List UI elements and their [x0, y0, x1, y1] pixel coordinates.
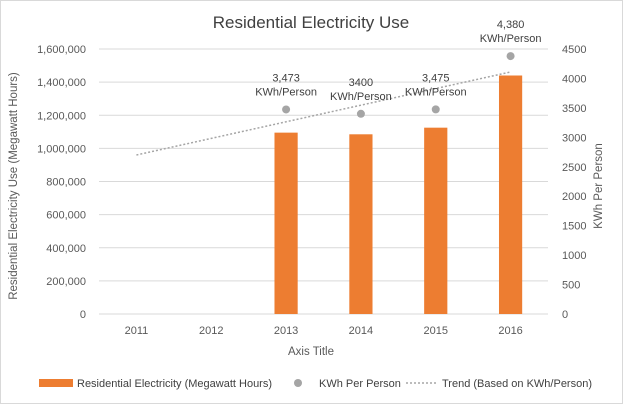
data-label-unit: KWh/Person — [480, 33, 542, 45]
right-tick-label: 2000 — [562, 191, 586, 203]
x-tick-label: 2015 — [424, 325, 448, 337]
bar — [498, 75, 523, 314]
x-tick-label: 2013 — [274, 325, 298, 337]
right-tick-label: 1000 — [562, 250, 586, 262]
scatter-point — [356, 109, 365, 118]
x-tick-label: 2012 — [199, 325, 223, 337]
scatter-point — [282, 105, 291, 114]
legend-label-scatter: KWh Per Person — [319, 378, 401, 390]
scatter-point — [431, 105, 440, 114]
right-tick-label: 500 — [562, 280, 580, 292]
scatter-point — [506, 52, 515, 61]
left-axis-title: Residential Electricity Use (Megawatt Ho… — [8, 72, 20, 300]
right-tick-label: 3000 — [562, 132, 586, 144]
right-tick-label: 4500 — [562, 44, 586, 56]
right-tick-label: 2500 — [562, 162, 586, 174]
bar — [349, 134, 373, 314]
x-axis-ticks: 2011 2012 2013 2014 2015 2016 — [125, 325, 523, 337]
data-label-unit: KWh/Person — [255, 86, 317, 98]
right-tick-label: 3500 — [562, 103, 586, 115]
data-label-value: 3400 — [349, 77, 373, 89]
bar-series — [274, 75, 523, 314]
left-tick-label: 800,000 — [46, 177, 86, 189]
left-tick-label: 1,000,000 — [37, 143, 86, 155]
x-axis-title: Axis Title — [288, 346, 334, 358]
x-tick-label: 2016 — [498, 325, 522, 337]
left-tick-label: 600,000 — [46, 210, 86, 222]
left-axis-ticks: 0 200,000 400,000 600,000 800,000 1,000,000 1,… — [37, 44, 86, 321]
x-tick-label: 2011 — [125, 325, 149, 337]
x-tick-label: 2014 — [349, 325, 373, 337]
left-tick-label: 200,000 — [46, 276, 86, 288]
bar — [424, 127, 448, 314]
legend-swatch-bar — [39, 379, 73, 387]
left-tick-label: 1,200,000 — [37, 110, 86, 122]
scatter-series: 3,473 KWh/Person 3400 KWh/Person 3,475 KWh/Pe… — [255, 19, 541, 118]
legend-label-bar: Residential Electricity (Megawatt Hours) — [77, 378, 272, 390]
trendline-series — [136, 71, 511, 156]
right-tick-label: 4000 — [562, 73, 586, 85]
data-label-value: 3,475 — [422, 72, 450, 84]
left-tick-label: 0 — [80, 309, 86, 321]
legend: Residential Electricity (Megawatt Hours)… — [39, 378, 592, 390]
legend-label-trend: Trend (Based on KWh/Person) — [442, 378, 592, 390]
legend-swatch-scatter — [294, 379, 302, 387]
left-tick-label: 400,000 — [46, 243, 86, 255]
chart-title: Residential Electricity Use — [213, 13, 410, 32]
data-label-unit: KWh/Person — [330, 91, 392, 103]
data-label-value: 3,473 — [272, 72, 300, 84]
right-tick-label: 1500 — [562, 221, 586, 233]
right-tick-label: 0 — [562, 309, 568, 321]
left-tick-label: 1,400,000 — [37, 77, 86, 89]
bar — [274, 132, 298, 314]
right-axis-title: KWh Per Person — [593, 143, 605, 229]
data-label-unit: KWh/Person — [405, 86, 467, 98]
trendline — [136, 71, 511, 156]
left-tick-label: 1,600,000 — [37, 44, 86, 56]
right-axis-ticks: 0 500 1000 1500 2000 2500 3000 3500 4000 4500 — [562, 44, 586, 321]
data-label-value: 4,380 — [497, 19, 525, 31]
gridlines — [99, 48, 548, 282]
